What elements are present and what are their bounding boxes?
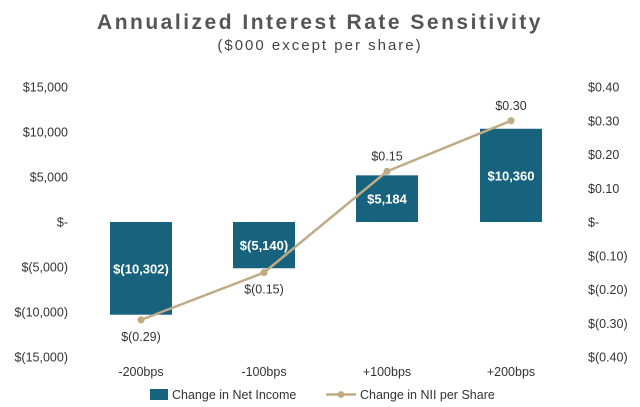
right-tick-label: $(0.30) (588, 317, 628, 331)
line-point (137, 316, 145, 324)
line-data-label: $(0.29) (121, 330, 161, 344)
left-tick-label: $5,000 (30, 171, 68, 185)
line-series: $(0.29) $(0.15) $0.15 $0.30 (121, 99, 526, 344)
right-tick-label: $- (588, 216, 599, 230)
chart-title: Annualized Interest Rate Sensitivity (97, 11, 543, 34)
bar (356, 175, 418, 222)
right-tick-label: $(0.10) (588, 249, 628, 263)
right-tick-label: $0.10 (588, 182, 619, 196)
legend-label: Change in Net Income (172, 388, 296, 402)
category-axis: -200bps -100bps +100bps +200bps (118, 365, 535, 379)
bar (480, 128, 542, 222)
left-tick-label: $(15,000) (14, 351, 68, 365)
line-point (507, 117, 515, 125)
bar-data-label: $(5,140) (240, 238, 288, 253)
line-point (260, 269, 268, 277)
legend: Change in Net Income Change in NII per Sh… (150, 388, 495, 402)
left-axis: $(15,000) $(10,000) $(5,000) $- $5,000 $10,00… (14, 81, 68, 365)
left-tick-label: $(10,000) (14, 306, 68, 320)
right-tick-label: $0.30 (588, 114, 619, 128)
right-axis: $(0.40) $(0.30) $(0.20) $(0.10) $- $0.10 $0.20… (588, 81, 628, 365)
right-tick-label: $(0.20) (588, 283, 628, 297)
right-tick-label: $(0.40) (588, 351, 628, 365)
left-tick-label: $15,000 (23, 81, 68, 95)
category-label: +100bps (363, 365, 411, 379)
category-label: -200bps (118, 365, 163, 379)
bar (233, 222, 295, 269)
line-point (383, 167, 391, 175)
legend-label: Change in NII per Share (360, 388, 495, 402)
bar-data-label: $10,360 (488, 168, 535, 183)
legend-swatch-marker (337, 391, 345, 398)
bar-data-label: $(10,302) (113, 261, 169, 276)
bar-data-label: $5,184 (367, 192, 408, 207)
bar-series: $(10,302) $(5,140) $5,184 $10,360 (110, 128, 542, 315)
line-data-label: $(0.15) (244, 283, 284, 297)
line-data-label: $0.30 (495, 99, 526, 113)
category-label: -100bps (241, 365, 286, 379)
right-tick-label: $0.20 (588, 148, 619, 162)
right-tick-label: $0.40 (588, 81, 619, 95)
line-data-label: $0.15 (371, 149, 402, 163)
category-label: +200bps (487, 365, 535, 379)
left-tick-label: $10,000 (23, 126, 68, 140)
chart-subtitle: ($000 except per share) (217, 37, 422, 54)
line-path (140, 119, 512, 322)
bar (110, 222, 172, 315)
left-tick-label: $(5,000) (21, 261, 68, 275)
left-tick-label: $- (57, 216, 68, 230)
legend-swatch-bar (150, 389, 168, 400)
